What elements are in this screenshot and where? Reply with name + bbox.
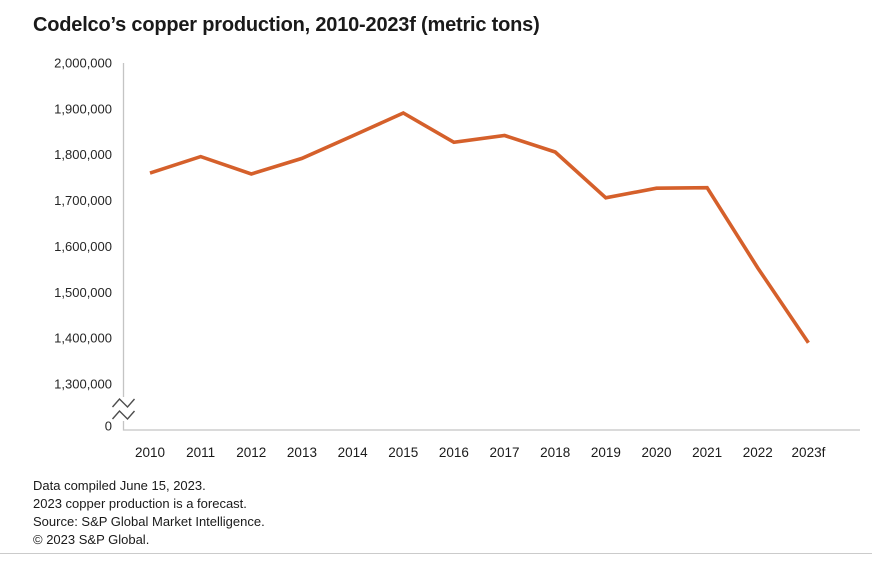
y-axis-tick-label: 1,400,000 (54, 331, 112, 346)
x-axis-tick-label: 2017 (490, 445, 520, 460)
x-axis-tick-label: 2010 (135, 445, 165, 460)
footer-notes: Data compiled June 15, 2023. 2023 copper… (33, 477, 265, 549)
x-axis-tick-label: 2019 (591, 445, 621, 460)
axis-break-icon (111, 397, 136, 409)
y-axis-tick-label: 1,500,000 (54, 285, 112, 300)
chart-title: Codelco’s copper production, 2010-2023f … (33, 14, 540, 36)
y-axis-tick-label: 1,600,000 (54, 239, 112, 254)
data-series-line (149, 110, 810, 344)
footer-note-source: Source: S&P Global Market Intelligence. (33, 514, 265, 529)
y-axis-zero-label: 0 (105, 419, 112, 434)
axis-break-icon (111, 409, 136, 421)
y-axis-tick-label: 2,000,000 (54, 56, 112, 71)
x-axis-tick-label: 2014 (338, 445, 369, 460)
bottom-divider (0, 553, 872, 554)
production-line-chart: 2,000,000 1,900,000 1,800,000 1,700,000 1,60… (54, 56, 860, 460)
y-axis-tick-label: 1,700,000 (54, 193, 112, 208)
x-axis-tick-label: 2021 (692, 445, 722, 460)
x-axis-tick-label: 2018 (540, 445, 570, 460)
y-axis-tick-label: 1,300,000 (54, 377, 112, 392)
footer-note-copyright: © 2023 S&P Global. (33, 532, 150, 547)
x-axis-tick-label: 2012 (236, 445, 266, 460)
x-axis-tick-label: 2022 (743, 445, 773, 460)
x-axis-tick-label: 2016 (439, 445, 469, 460)
axis-line (122, 63, 860, 431)
x-axis-tick-label: 2023f (792, 445, 826, 460)
x-axis-tick-label: 2020 (641, 445, 671, 460)
x-axis-tick-label: 2013 (287, 445, 317, 460)
y-axis-tick-label: 1,800,000 (54, 147, 112, 162)
footer-note-forecast: 2023 copper production is a forecast. (33, 496, 247, 511)
x-axis-tick-label: 2011 (186, 445, 215, 460)
y-axis-tick-label: 1,900,000 (54, 101, 112, 116)
footer-note-compiled: Data compiled June 15, 2023. (33, 478, 206, 493)
x-axis-tick-label: 2015 (388, 445, 418, 460)
